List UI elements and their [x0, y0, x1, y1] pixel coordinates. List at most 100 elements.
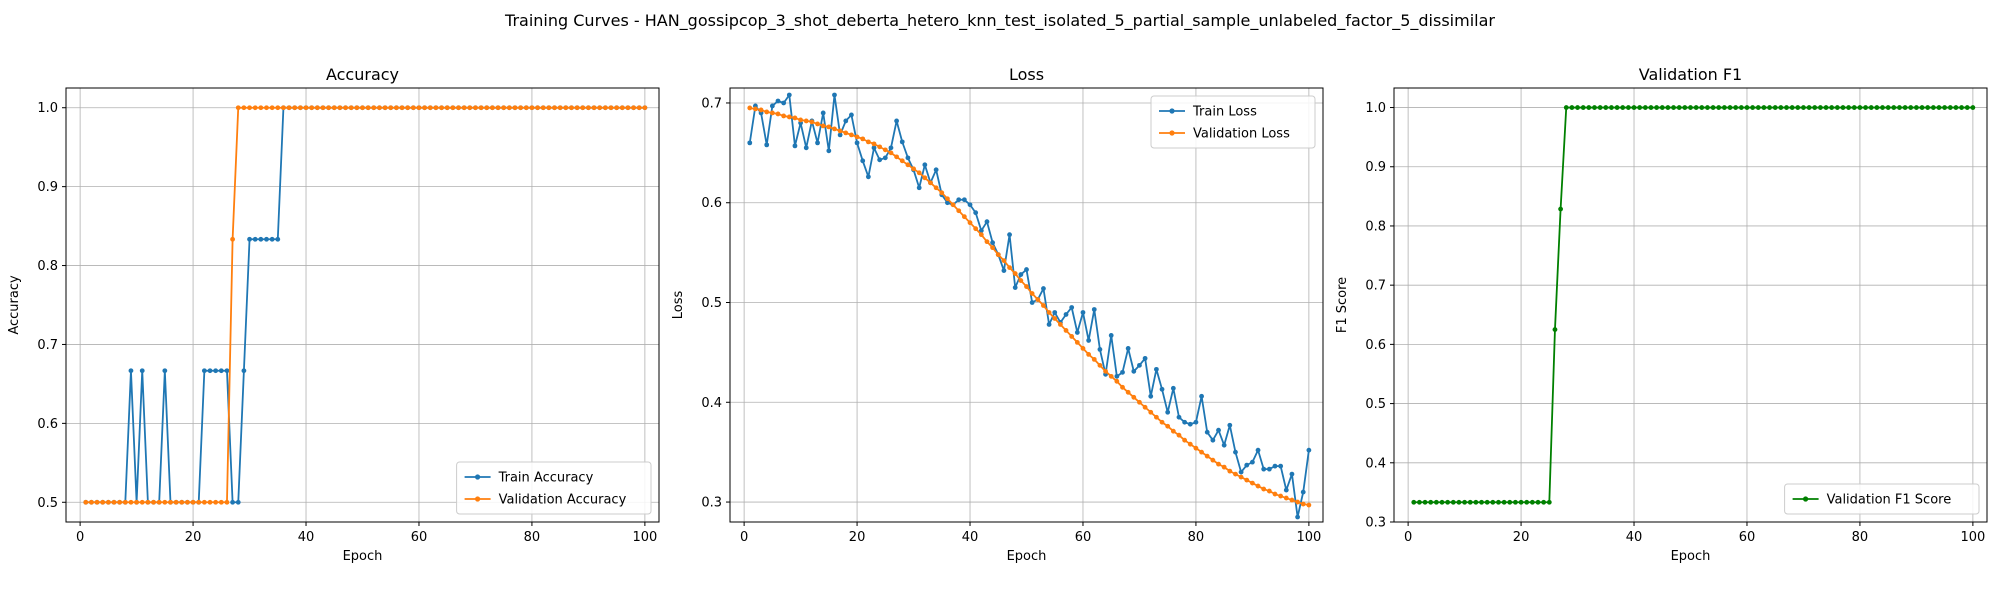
validation-f1-data-point: [1738, 105, 1744, 110]
accuracy-data-point: [111, 499, 117, 505]
validation-f1-data-point: [1473, 499, 1479, 505]
accuracy-data-point: [275, 105, 281, 111]
accuracy-data-point: [546, 105, 552, 111]
validation-f1-data-point: [1846, 105, 1852, 110]
validation-f1-data-point: [1885, 105, 1891, 110]
validation-f1-data-point: [1970, 105, 1976, 110]
loss-data-point: [758, 107, 764, 113]
loss-y-tick-label: 0.3: [701, 496, 722, 511]
validation-f1-data-point: [1834, 105, 1840, 110]
loss-data-point: [803, 145, 809, 151]
accuracy-data-point: [230, 236, 236, 242]
loss-y-tick-label: 0.7: [701, 96, 722, 111]
accuracy-data-point: [473, 105, 478, 111]
loss-data-point: [786, 92, 792, 98]
loss-data-point: [865, 174, 871, 180]
accuracy-data-point: [382, 105, 388, 111]
validation-f1-data-point: [1671, 105, 1676, 110]
loss-data-point: [950, 202, 956, 208]
validation-f1-data-point: [1857, 105, 1863, 110]
loss-data-point: [1187, 421, 1193, 427]
accuracy-x-tick-label: 60: [411, 530, 428, 545]
loss-data-point: [1187, 441, 1193, 447]
validation-f1-data-point: [1699, 105, 1705, 110]
validation-f1-data-point: [1942, 105, 1948, 110]
accuracy-title: Accuracy: [326, 65, 399, 84]
validation-f1-data-point: [1592, 105, 1597, 110]
validation-f1-series-1: [1411, 105, 1976, 505]
validation-f1-data-point: [1919, 105, 1925, 110]
loss-data-point: [1041, 303, 1046, 308]
loss-data-point: [820, 110, 826, 116]
loss-legend-marker: [1169, 130, 1175, 136]
loss-data-point: [967, 202, 973, 208]
loss-legend-box: [1150, 95, 1316, 149]
accuracy-data-point: [213, 499, 219, 505]
accuracy-data-point: [320, 105, 326, 111]
loss-data-point: [973, 226, 979, 232]
validation-f1-x-tick-label: 100: [1960, 530, 1985, 545]
accuracy-data-point: [540, 105, 546, 111]
loss-data-point: [832, 126, 837, 132]
loss-data-point: [1272, 491, 1278, 497]
accuracy-data-point: [410, 105, 416, 111]
loss-data-point: [865, 139, 871, 145]
loss-data-point: [1199, 393, 1204, 399]
loss-data-point: [916, 185, 922, 191]
loss-data-point: [1204, 429, 1210, 435]
validation-f1-data-point: [1767, 105, 1772, 110]
accuracy-data-point: [518, 105, 524, 111]
loss-data-point: [1029, 291, 1035, 296]
loss-data-point: [1052, 316, 1058, 321]
validation-f1-y-tick-label: 1.0: [1365, 101, 1386, 116]
accuracy-data-point: [252, 236, 258, 242]
loss-data-point: [877, 157, 883, 163]
loss-data-point: [1057, 322, 1063, 327]
accuracy-data-point: [224, 368, 230, 374]
validation-f1-data-point: [1654, 105, 1660, 110]
validation-f1-panel: 0 20 40 60 80 100 0.3 0.4 0.5 0.6 0.7 0.8 0.9 1.0 Vali…: [1335, 65, 1988, 564]
validation-f1-data-point: [1705, 105, 1710, 110]
accuracy-data-point: [625, 105, 631, 111]
validation-f1-data-point: [1801, 105, 1806, 110]
loss-data-point: [1137, 362, 1142, 368]
loss-data-point: [1227, 468, 1233, 474]
validation-f1-data-point: [1597, 105, 1603, 110]
loss-data-point: [1041, 286, 1046, 291]
loss-data-point: [1278, 493, 1284, 499]
loss-data-point: [1001, 258, 1007, 263]
validation-f1-y-tick-label: 0.4: [1365, 456, 1386, 471]
validation-f1-series-line: [1413, 106, 1973, 504]
validation-f1-data-point: [1558, 206, 1563, 212]
accuracy-data-point: [117, 499, 123, 505]
loss-data-point: [786, 114, 792, 120]
accuracy-data-point: [297, 105, 303, 111]
accuracy-data-point: [281, 105, 286, 111]
accuracy-data-point: [450, 105, 456, 111]
loss-data-point: [1007, 232, 1012, 238]
accuracy-data-point: [602, 105, 608, 111]
validation-f1-data-point: [1496, 499, 1501, 505]
loss-data-point: [1250, 459, 1255, 465]
validation-f1-data-point: [1761, 105, 1767, 110]
validation-f1-data-point: [1625, 105, 1631, 110]
loss-data-point: [809, 119, 815, 125]
accuracy-x-tick-label: 0: [76, 530, 84, 545]
accuracy-legend-label: Train Accuracy: [498, 471, 594, 486]
accuracy-data-point: [586, 105, 591, 111]
loss-data-point: [1108, 333, 1114, 338]
accuracy-data-point: [224, 499, 230, 505]
loss-data-point: [1142, 355, 1148, 361]
loss-data-point: [922, 162, 928, 168]
loss-data-point: [1233, 449, 1238, 455]
loss-y-tick-label: 0.6: [701, 196, 722, 211]
loss-data-point: [911, 166, 916, 172]
validation-f1-data-point: [1772, 105, 1778, 110]
loss-x-tick-label: 60: [1075, 530, 1092, 545]
accuracy-data-point: [94, 499, 100, 505]
accuracy-data-point: [252, 105, 258, 111]
validation-f1-data-point: [1620, 105, 1626, 110]
validation-f1-y-axis-label: F1 Score: [1335, 277, 1350, 333]
loss-data-point: [1114, 378, 1120, 384]
loss-data-point: [769, 103, 775, 109]
